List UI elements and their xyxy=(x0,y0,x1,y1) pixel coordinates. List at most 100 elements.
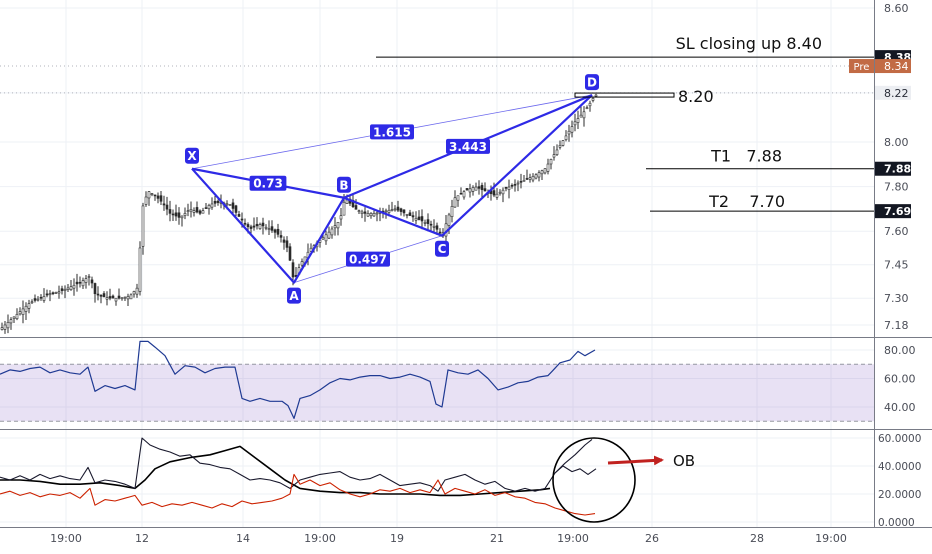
level-t2: T2 7.70 xyxy=(650,192,874,212)
candle-body xyxy=(327,231,331,239)
candle-body xyxy=(483,188,487,192)
price-tick-label: 7.80 xyxy=(884,181,909,194)
price-tag-label: 8.22 xyxy=(884,87,909,100)
candle-body xyxy=(450,206,454,218)
candle-body xyxy=(372,213,376,217)
candle-body xyxy=(555,149,559,155)
candle-body xyxy=(33,298,37,301)
time-tick-label: 19:00 xyxy=(304,532,336,545)
candle-body xyxy=(39,296,43,299)
price-tag-label: 7.88 xyxy=(884,163,911,176)
candle-body xyxy=(15,313,19,320)
candle-body xyxy=(93,283,97,295)
pattern-point-label: C xyxy=(438,242,447,256)
pattern-point-box xyxy=(585,74,599,91)
candle-body xyxy=(141,205,145,247)
candle-body xyxy=(123,296,127,299)
candle-body xyxy=(258,224,262,229)
candle-body xyxy=(255,223,259,227)
candle-body xyxy=(402,209,406,214)
candle-body xyxy=(81,280,85,287)
candle-body xyxy=(249,226,253,229)
candle-body xyxy=(270,226,274,231)
candle-body xyxy=(453,197,457,208)
price-tag-box xyxy=(875,85,911,100)
candle-body xyxy=(0,327,4,330)
candle-body xyxy=(438,231,442,234)
ratio-label-0-73: 0.73 xyxy=(249,175,287,191)
candle-body xyxy=(162,203,166,206)
pattern-point-x: X xyxy=(185,147,199,164)
candle-body xyxy=(567,130,571,135)
rsi-band xyxy=(0,364,874,422)
candle-body xyxy=(357,210,361,213)
candle-body xyxy=(291,262,295,278)
candle-body xyxy=(369,213,373,217)
price-tag-box xyxy=(875,161,911,176)
ob-arrow xyxy=(607,455,664,466)
candle-body xyxy=(66,287,70,290)
ratio-label-1-615: 1.615 xyxy=(370,124,414,140)
dmi-tick-label: 60.0000 xyxy=(878,433,921,445)
candle-body xyxy=(42,296,46,301)
pattern-point-b: B xyxy=(337,176,351,193)
price-tick-label: 7.45 xyxy=(884,259,909,272)
candle-body xyxy=(201,210,205,214)
candle-body xyxy=(525,178,529,180)
candle-body xyxy=(330,228,334,236)
price-tag-box xyxy=(875,59,911,74)
candle-body xyxy=(333,225,337,229)
candle-body xyxy=(105,297,109,300)
candle-body xyxy=(426,219,430,224)
pattern-point-box xyxy=(435,240,449,257)
level-label: T1 7.88 xyxy=(710,147,782,166)
price-tick-label: 8.00 xyxy=(884,136,909,149)
candle-body xyxy=(216,200,220,203)
candle-body xyxy=(390,209,394,211)
candle-body xyxy=(69,286,73,291)
candle-body xyxy=(507,186,511,190)
candle-body xyxy=(513,184,517,186)
time-tick-label: 19:00 xyxy=(50,532,82,545)
candle-body xyxy=(342,201,346,216)
candle-body xyxy=(276,228,280,235)
candle-body xyxy=(6,322,10,329)
price-tag-7-88: 7.88 xyxy=(875,161,911,176)
candle-body xyxy=(447,214,451,226)
time-tick-label: 28 xyxy=(750,532,764,545)
candle-body xyxy=(309,247,313,252)
candle-body xyxy=(189,209,193,212)
candle-body xyxy=(78,281,82,284)
time-tick-label: 26 xyxy=(645,532,659,545)
candle-body xyxy=(360,211,364,214)
level-t1: T1 7.88 xyxy=(646,147,874,170)
candle-body xyxy=(138,247,142,292)
price-tag-label: 8.34 xyxy=(884,60,909,73)
candle-body xyxy=(501,189,505,195)
time-tick-label: 12 xyxy=(135,532,149,545)
candle-body xyxy=(90,279,94,284)
adx-line xyxy=(0,445,551,497)
candle-body xyxy=(588,102,592,107)
ratio-label-text: 3.443 xyxy=(449,140,487,154)
harmonic-pattern-layer: 1.615 0.73 0.497 3.443 X A B C D xyxy=(185,74,599,304)
price-tag-7-69: 7.69 xyxy=(875,204,911,219)
candle-body xyxy=(186,210,190,213)
candle-body xyxy=(375,212,379,215)
candle-body xyxy=(549,159,553,165)
candle-body xyxy=(108,296,112,299)
rsi-tick-label: 80.00 xyxy=(884,344,916,357)
candle-body xyxy=(261,222,265,227)
candle-body xyxy=(420,216,424,222)
minus-di-line xyxy=(0,473,596,516)
candle-body xyxy=(165,204,169,210)
candle-body xyxy=(429,223,433,226)
annotation-layer: OB xyxy=(552,437,695,523)
rsi-band-layer xyxy=(0,363,874,422)
pattern-point-box xyxy=(287,287,301,304)
candle-body xyxy=(573,121,577,126)
level-d-level: 8.20 xyxy=(574,87,714,106)
candle-body xyxy=(405,213,409,216)
candle-body xyxy=(354,205,358,210)
